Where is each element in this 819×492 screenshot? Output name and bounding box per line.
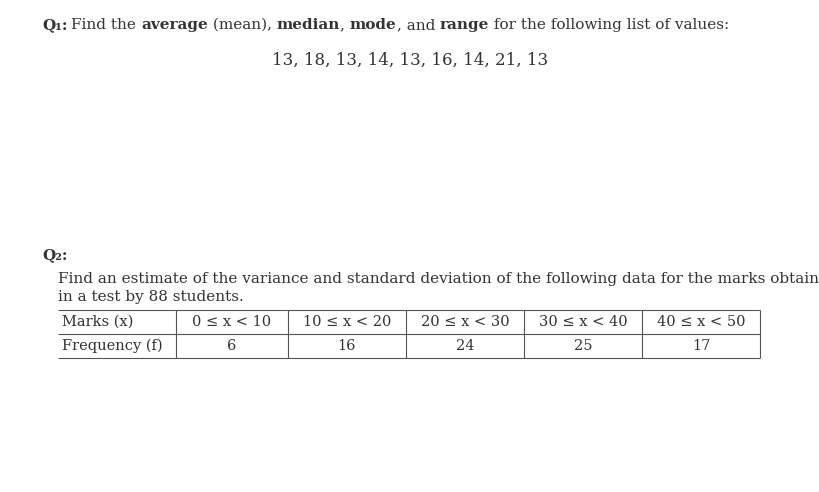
Text: Find an estimate of the variance and standard deviation of the following data fo: Find an estimate of the variance and sta… xyxy=(58,272,819,286)
Text: 0 ≤ x < 10: 0 ≤ x < 10 xyxy=(192,315,271,329)
Text: , and: , and xyxy=(396,18,440,32)
Text: Frequency (f): Frequency (f) xyxy=(62,339,162,353)
Text: Q₁:: Q₁: xyxy=(42,18,67,32)
Text: 24: 24 xyxy=(455,339,473,353)
Text: Find the: Find the xyxy=(71,18,141,32)
Text: average: average xyxy=(141,18,208,32)
Text: in a test by 88 students.: in a test by 88 students. xyxy=(58,290,243,304)
Text: 30 ≤ x < 40: 30 ≤ x < 40 xyxy=(538,315,627,329)
Text: ,: , xyxy=(340,18,350,32)
Text: (mean),: (mean), xyxy=(208,18,277,32)
Text: 13, 18, 13, 14, 13, 16, 14, 21, 13: 13, 18, 13, 14, 13, 16, 14, 21, 13 xyxy=(272,52,547,69)
Text: 16: 16 xyxy=(337,339,355,353)
Text: 6: 6 xyxy=(227,339,237,353)
Text: Marks (x): Marks (x) xyxy=(62,315,133,329)
Text: 10 ≤ x < 20: 10 ≤ x < 20 xyxy=(302,315,391,329)
Text: 40 ≤ x < 50: 40 ≤ x < 50 xyxy=(656,315,744,329)
Text: for the following list of values:: for the following list of values: xyxy=(489,18,729,32)
Text: range: range xyxy=(440,18,489,32)
Text: Q₂:: Q₂: xyxy=(42,248,67,262)
Text: 25: 25 xyxy=(573,339,591,353)
Text: 17: 17 xyxy=(691,339,709,353)
Text: mode: mode xyxy=(350,18,396,32)
Text: 20 ≤ x < 30: 20 ≤ x < 30 xyxy=(420,315,509,329)
Text: median: median xyxy=(277,18,340,32)
